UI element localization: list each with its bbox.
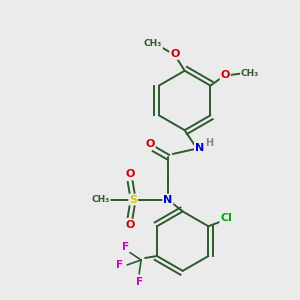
Text: F: F bbox=[116, 260, 123, 270]
Text: CH₃: CH₃ bbox=[91, 195, 110, 204]
Text: F: F bbox=[136, 277, 143, 287]
Text: CH₃: CH₃ bbox=[144, 40, 162, 49]
Text: N: N bbox=[163, 194, 172, 205]
Text: Cl: Cl bbox=[220, 213, 232, 224]
Text: N: N bbox=[195, 143, 204, 153]
Text: F: F bbox=[122, 242, 129, 252]
Text: H: H bbox=[206, 138, 214, 148]
Text: O: O bbox=[170, 49, 179, 59]
Text: CH₃: CH₃ bbox=[241, 69, 259, 78]
Text: O: O bbox=[145, 139, 155, 149]
Text: S: S bbox=[129, 194, 137, 205]
Text: O: O bbox=[125, 169, 135, 179]
Text: O: O bbox=[220, 70, 230, 80]
Text: O: O bbox=[125, 220, 135, 230]
